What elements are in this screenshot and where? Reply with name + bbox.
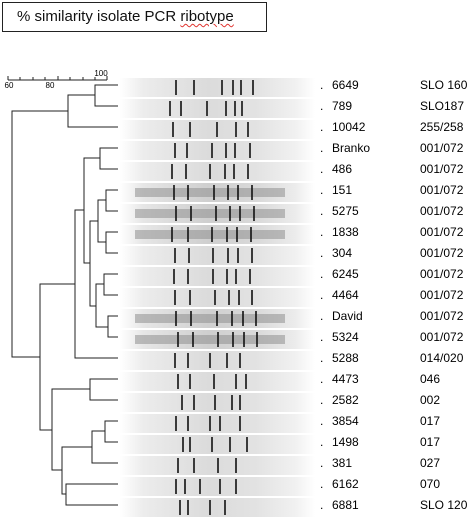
isolate-label: 1498 [332,435,359,449]
isolate-label: 5288 [332,351,359,365]
row-dot: . [320,351,323,365]
isolate-label: 151 [332,183,352,197]
isolate-label: 4464 [332,288,359,302]
row-dot: . [320,204,323,218]
ribotype-label: 001/072 [420,204,464,218]
gel-lane [120,351,315,370]
ribotype-label: 001/072 [420,246,464,260]
row-dot: . [320,246,323,260]
isolate-label: 6162 [332,477,359,491]
gel-smear [135,230,285,239]
similarity-scale: 60 80 100 [5,69,109,90]
ribotype-label: 001/072 [420,267,464,281]
isolate-label: 2582 [332,393,359,407]
row-dot: . [320,288,323,302]
isolate-label: 3854 [332,414,359,428]
row-dot: . [320,330,323,344]
gel-smear [135,314,285,323]
gel-lane [120,435,315,454]
row-dot: . [320,99,323,113]
scale-tick-label: 100 [94,69,108,78]
gel-lane [120,393,315,412]
ribotype-label: 001/072 [420,141,464,155]
gel-lane [120,498,315,517]
row-dot: . [320,309,323,323]
ribotype-label: 070 [420,477,440,491]
ribotype-label: 027 [420,456,440,470]
gel-lane [120,288,315,307]
ribotype-label: 001/072 [420,225,464,239]
ribotype-label: 017 [420,414,440,428]
gel-lane [120,78,315,97]
isolate-label: Branko [332,141,370,155]
ribotype-label: 001/072 [420,183,464,197]
isolate-label: 1838 [332,225,359,239]
row-dot: . [320,225,323,239]
ribotype-label: SLO 160 [420,78,468,92]
gel-lane [120,141,315,160]
isolate-label: 381 [332,456,352,470]
row-dot: . [320,372,323,386]
ribotype-label: 001/072 [420,330,464,344]
ribotype-label: 255/258 [420,120,464,134]
isolate-label: 304 [332,246,352,260]
scale-tick-label: 80 [46,81,55,90]
isolate-label: 6881 [332,498,359,512]
gel-smear [135,335,285,344]
row-dot: . [320,183,323,197]
dendrogram-tree [11,84,118,506]
isolate-label: 4473 [332,372,359,386]
isolate-label: 486 [332,162,352,176]
isolate-label: 6245 [332,267,359,281]
row-dot: . [320,456,323,470]
header-title-misspelled-word: ribotype [180,8,234,25]
ribotype-label: 001/072 [420,309,464,323]
gel-lane [120,246,315,265]
ribotype-label: 001/072 [420,162,464,176]
row-dot: . [320,498,323,512]
ribotype-label: SLO 120 [420,498,468,512]
scale-tick-label: 60 [5,81,14,90]
ribotype-label: 002 [420,393,440,407]
isolate-label: 6649 [332,78,359,92]
gel-lanes [120,78,315,517]
row-dot: . [320,414,323,428]
isolate-label: 5275 [332,204,359,218]
gel-lane [120,414,315,433]
ribotype-label: SLO187 [420,99,464,113]
gel-lane [120,477,315,496]
row-dot: . [320,435,323,449]
header-title: % similarity isolate PCR [17,8,181,25]
ribotype-label: 001/072 [420,288,464,302]
gel-lane [120,372,315,391]
ribotype-label: 014/020 [420,351,464,365]
gel-lane [120,99,315,118]
row-dot: . [320,141,323,155]
row-labels: . 6649 SLO 160 . 789 SLO187 . 10042 255/… [320,78,468,512]
isolate-label: 10042 [332,120,366,134]
row-dot: . [320,162,323,176]
row-dot: . [320,267,323,281]
row-dot: . [320,78,323,92]
ribotype-label: 017 [420,435,440,449]
row-dot: . [320,120,323,134]
isolate-label: 789 [332,99,352,113]
gel-smear [135,209,285,218]
gel-lane [120,162,315,181]
isolate-label: David [332,309,363,323]
figure-header: % similarity isolate PCR ribotype [2,2,267,32]
row-dot: . [320,477,323,491]
row-dot: . [320,393,323,407]
gel-smear [135,188,285,197]
isolate-label: 5324 [332,330,359,344]
gel-lane [120,267,315,286]
ribotype-label: 046 [420,372,440,386]
